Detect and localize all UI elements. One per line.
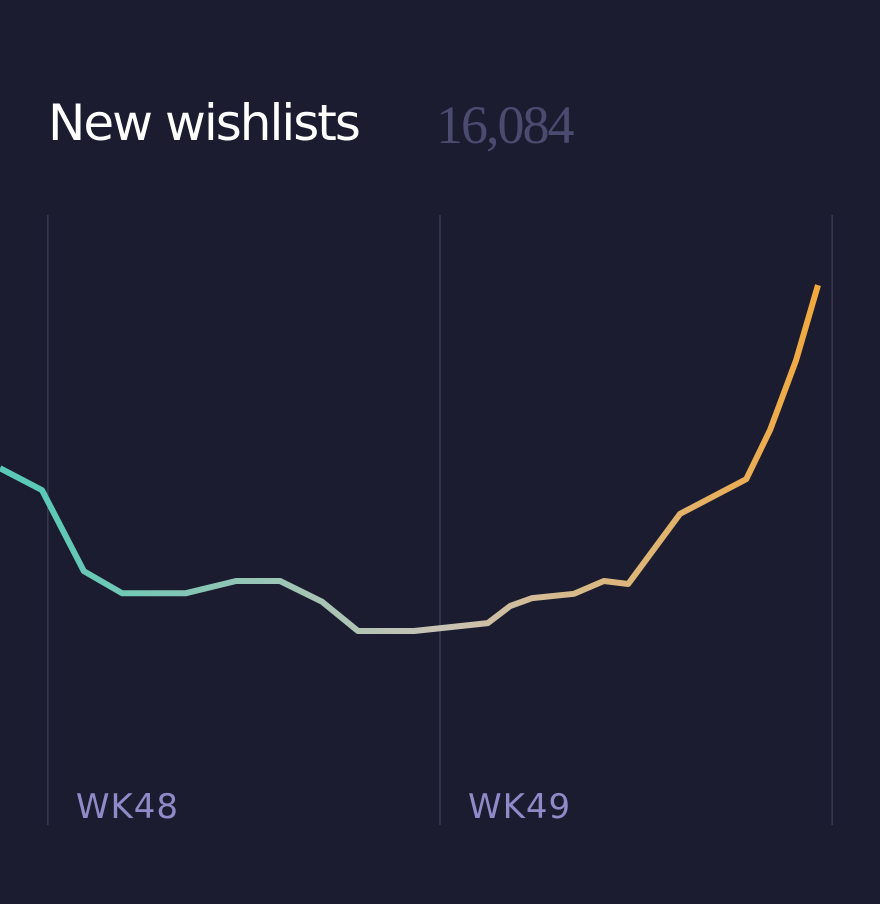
- chart-title: New wishlists: [48, 94, 359, 152]
- x-tick-label: WK49: [468, 787, 571, 827]
- x-tick-label: WK48: [76, 787, 179, 827]
- trend-line: [0, 284, 821, 634]
- total-value: 16,084: [436, 95, 575, 155]
